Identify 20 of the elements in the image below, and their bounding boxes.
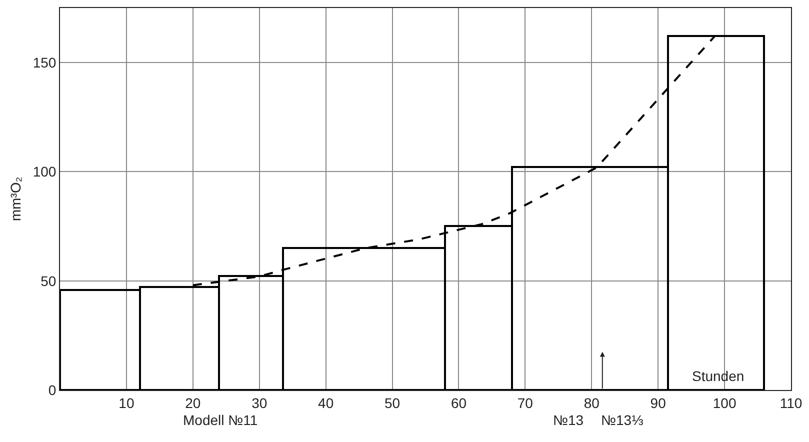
y-tick-label: 100 xyxy=(32,164,56,180)
y-axis-title: mm³O₂ xyxy=(7,176,24,222)
x-tick-label: 30 xyxy=(252,394,268,411)
x-axis-title: Stunden xyxy=(692,368,744,384)
x-tick-label: 110 xyxy=(780,394,802,411)
x-tick-label: 100 xyxy=(712,394,736,411)
text: Modell №11 xyxy=(183,412,258,428)
x-tick-label: 40 xyxy=(318,394,334,411)
y-tick-label: 0 xyxy=(48,382,56,398)
x-tick-label: 60 xyxy=(450,394,467,411)
y-tick-label: 150 xyxy=(32,54,56,70)
x-tick-label: 50 xyxy=(384,394,400,411)
y-tick-label: 50 xyxy=(40,272,56,289)
x-tick-label: 20 xyxy=(185,394,201,411)
x-tick-label: 80 xyxy=(584,394,600,411)
text: №13⅓ xyxy=(601,412,644,428)
x-tick-label: 90 xyxy=(650,394,666,411)
text: №13 xyxy=(553,412,584,428)
x-tick-label: 10 xyxy=(118,394,134,411)
x-tick-label: 70 xyxy=(517,394,534,411)
